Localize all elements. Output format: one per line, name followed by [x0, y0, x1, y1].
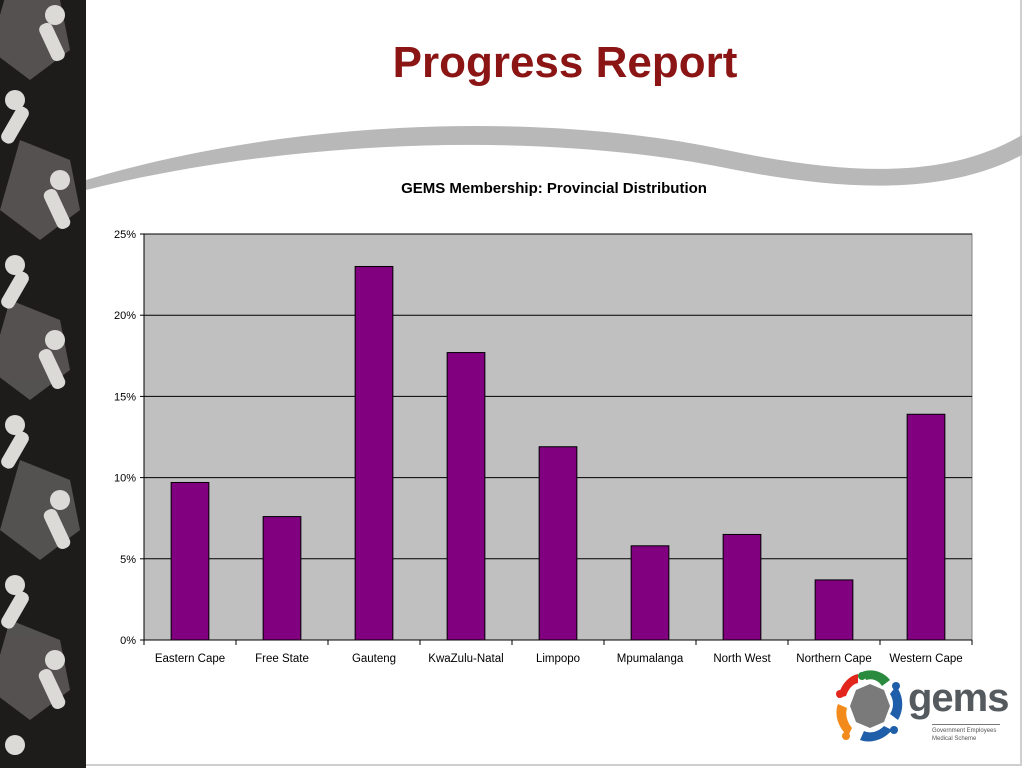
logo-wordmark: gems [908, 676, 1009, 720]
bar-north-west [722, 533, 762, 641]
gems-logo: gems Government Employees Medical Scheme [832, 668, 1012, 748]
x-tick-labels: Eastern Cape Free State Gauteng KwaZulu-Nat… [155, 653, 963, 665]
x-tick-label: Western Cape [889, 653, 962, 665]
logo-subtitle-line1: Government Employees [932, 728, 997, 734]
decorative-swoosh [86, 126, 1022, 190]
logo-divider [932, 724, 1000, 725]
logo-subtitle: Government Employees Medical Scheme [932, 727, 1012, 743]
x-tick-label: Free State [255, 653, 309, 665]
logo-subtitle-line2: Medical Scheme [932, 736, 977, 742]
y-tick-label: 10% [114, 473, 136, 485]
x-tick-label: Mpumalanga [617, 653, 684, 665]
bar-limpopo [538, 446, 578, 641]
x-tick-label: North West [713, 653, 771, 665]
bar-gauteng [354, 265, 394, 641]
x-tick-label: Gauteng [352, 653, 396, 665]
x-tick-label: Limpopo [536, 653, 580, 665]
side-band-pattern [0, 0, 80, 755]
bar-free-state [262, 516, 302, 641]
y-tick-label: 20% [114, 310, 136, 322]
decorative-side-band [0, 0, 86, 768]
gems-logo-mark [836, 670, 903, 742]
axes [143, 234, 973, 645]
bar-kwazulu-natal [446, 352, 486, 641]
x-tick-label: Eastern Cape [155, 653, 225, 665]
bars [170, 265, 946, 641]
chart-title: GEMS Membership: Provincial Distribution [401, 180, 707, 197]
y-tick-labels: 0% 5% 10% 15% 20% 25% [114, 229, 136, 647]
x-tick-label: Northern Cape [796, 653, 871, 665]
y-tick-label: 15% [114, 391, 136, 403]
y-tick-label: 25% [114, 229, 136, 241]
bar-chart: 0% 5% 10% 15% 20% 25% Eastern Cape Free State G… [114, 229, 973, 665]
bar-eastern-cape [170, 481, 210, 641]
x-tick-label: KwaZulu-Natal [428, 653, 503, 665]
bar-northern-cape [814, 579, 854, 641]
bar-western-cape [906, 413, 946, 641]
bar-mpumalanga [630, 545, 670, 641]
page-title: Progress Report [392, 38, 738, 87]
y-tick-label: 0% [120, 635, 136, 647]
y-tick-label: 5% [120, 554, 136, 566]
